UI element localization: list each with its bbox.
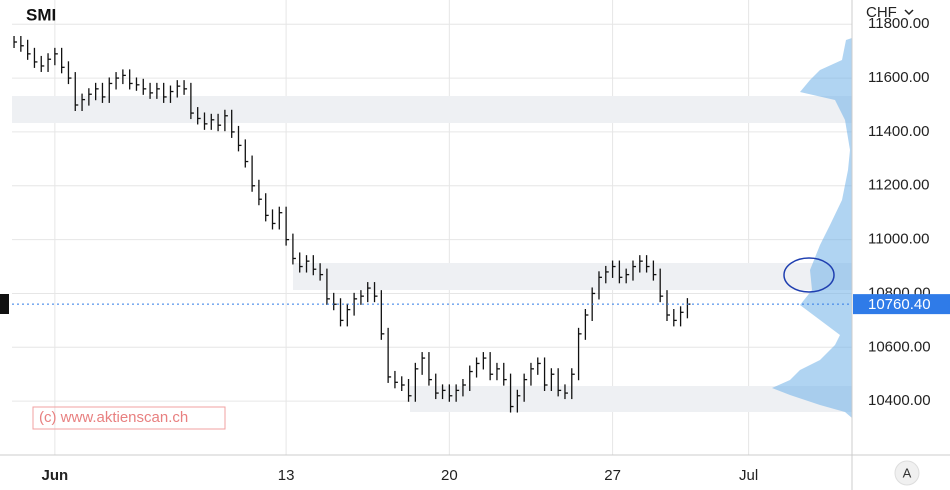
- highlight-circle: [783, 257, 835, 293]
- chart-title: SMI: [26, 5, 56, 24]
- scale-button[interactable]: [894, 460, 920, 486]
- y-tick-label: 11400.00: [868, 123, 929, 140]
- last-price-box: [853, 294, 950, 315]
- y-tick-label: 11200.00: [868, 177, 929, 194]
- currency-selector[interactable]: CHF: [866, 4, 897, 21]
- x-tick-label: Jun: [42, 467, 69, 484]
- y-tick-label: 10400.00: [868, 392, 931, 409]
- watermark: (c) www.aktienscan.ch: [39, 409, 188, 426]
- x-tick-label: 13: [278, 467, 295, 484]
- watermark-box: [32, 406, 226, 430]
- y-tick-label: 11000.00: [868, 231, 929, 248]
- price-bars: [13, 36, 691, 413]
- zone: [12, 96, 852, 123]
- x-tick-label: 27: [604, 467, 621, 484]
- volume-profile: [772, 38, 852, 418]
- left-marker: [0, 294, 9, 314]
- y-tick-label: 11800.00: [868, 15, 929, 32]
- x-tick-label: 20: [441, 467, 458, 484]
- y-tick-label: 10600.00: [868, 338, 931, 355]
- y-tick-label: 11600.00: [868, 69, 929, 86]
- scale-button-label[interactable]: A: [903, 465, 912, 480]
- last-price-label: 10760.40: [868, 296, 931, 313]
- zone: [293, 263, 852, 290]
- x-tick-label: Jul: [739, 467, 758, 484]
- dropdown-icon[interactable]: [904, 9, 914, 16]
